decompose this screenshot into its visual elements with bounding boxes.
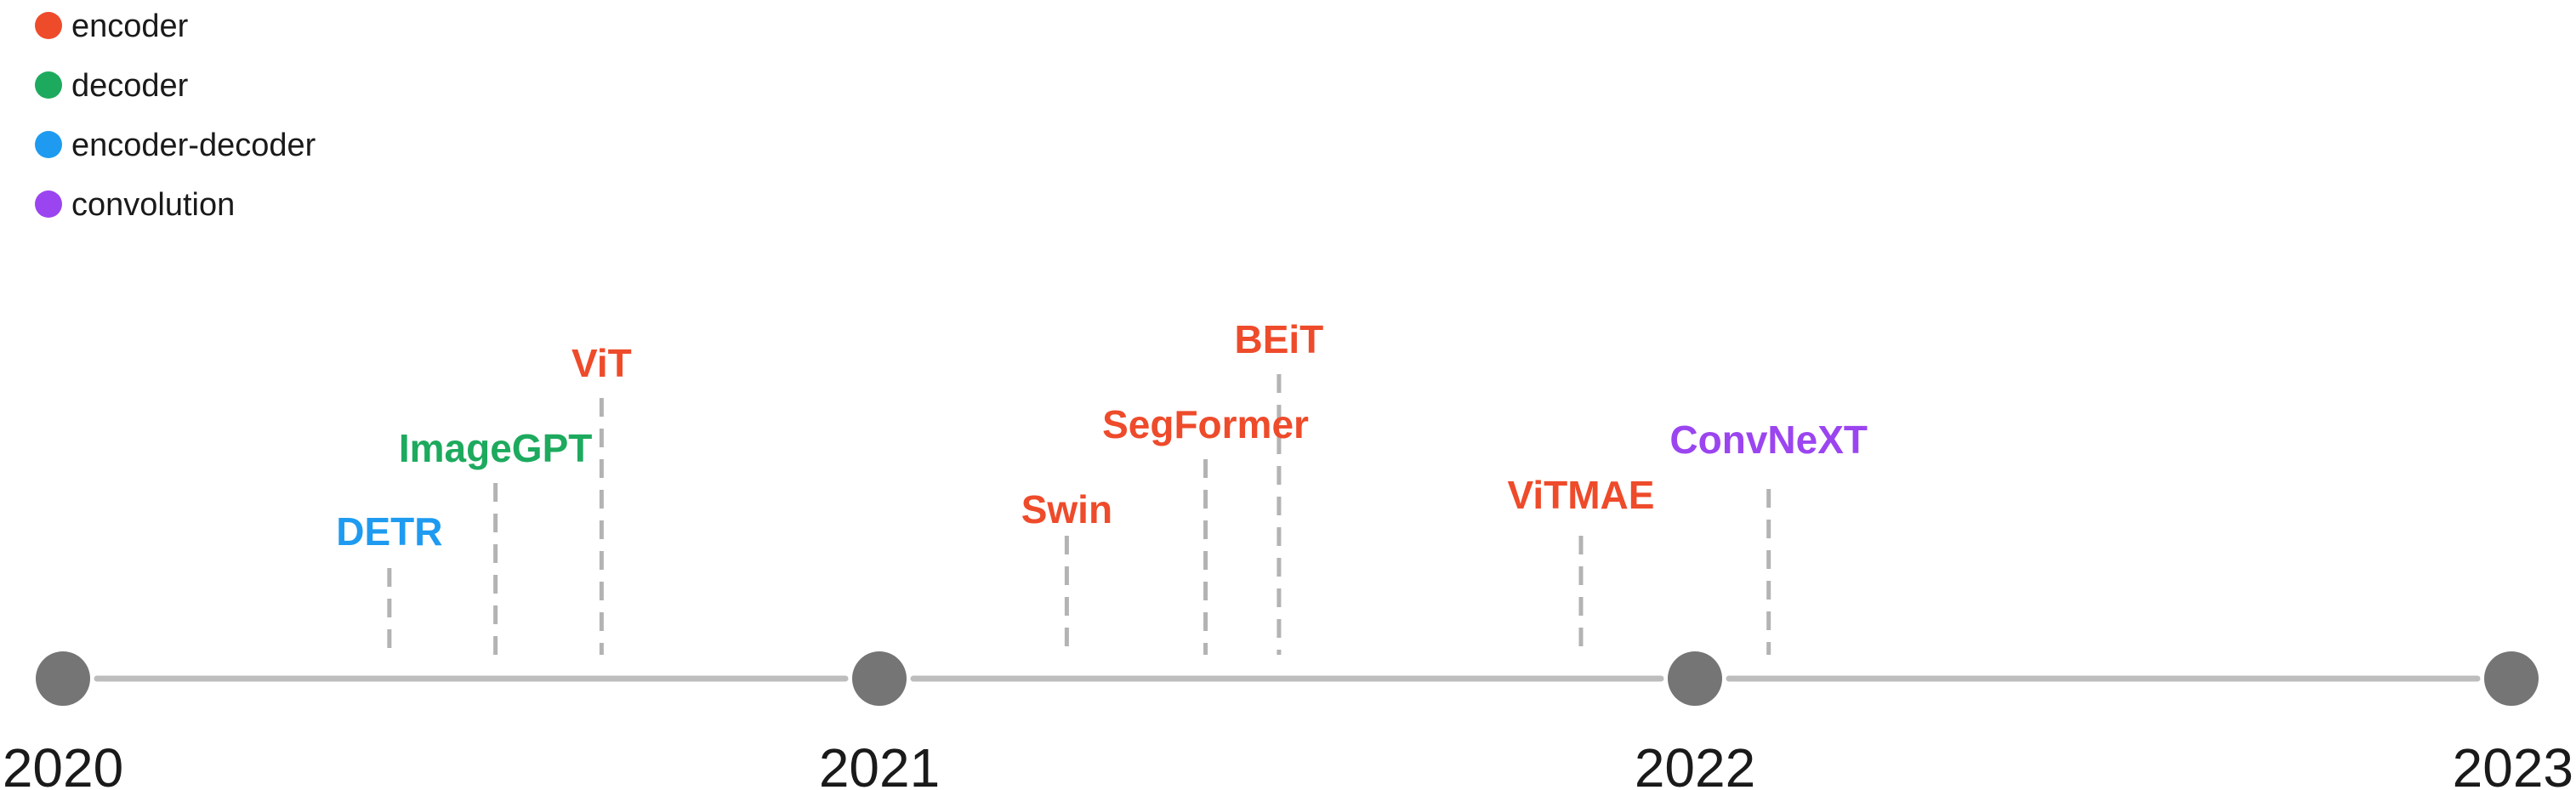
model-label-beit: BEiT — [1235, 317, 1324, 361]
year-label-2022: 2022 — [1635, 737, 1755, 790]
model-label-swin: Swin — [1021, 487, 1112, 531]
year-dot-2023 — [2484, 651, 2539, 706]
legend-label: encoder — [71, 9, 189, 44]
legend-item-convolution: convolution — [35, 187, 235, 223]
legend-item-encoder: encoder — [35, 9, 189, 44]
model-labels: DETR ImageGPT ViT Swin SegFormer BEiT ViTMAE Co… — [336, 317, 1868, 554]
legend-swatch — [35, 71, 62, 99]
model-stems — [387, 374, 1771, 655]
model-label-convnext: ConvNeXT — [1669, 418, 1868, 462]
year-label-2023: 2023 — [2453, 737, 2573, 790]
year-label-2021: 2021 — [819, 737, 940, 790]
model-label-vitmae: ViTMAE — [1508, 473, 1655, 517]
model-label-imagegpt: ImageGPT — [399, 426, 593, 470]
legend: encoder decoder encoder-decoder convolution — [35, 9, 316, 223]
model-label-detr: DETR — [336, 509, 442, 554]
year-markers — [36, 651, 2539, 706]
legend-item-decoder: decoder — [35, 68, 189, 104]
year-dot-2022 — [1668, 651, 1722, 706]
legend-label: decoder — [71, 68, 189, 104]
year-label-2020: 2020 — [3, 737, 123, 790]
legend-label: convolution — [71, 187, 235, 223]
legend-swatch — [35, 12, 62, 39]
legend-swatch — [35, 190, 62, 218]
year-labels: 2020 2021 2022 2023 — [3, 737, 2573, 790]
model-label-segformer: SegFormer — [1102, 402, 1309, 446]
legend-label: encoder-decoder — [71, 128, 316, 163]
year-dot-2021 — [852, 651, 907, 706]
legend-swatch — [35, 131, 62, 158]
legend-item-encoder-decoder: encoder-decoder — [35, 128, 316, 163]
year-dot-2020 — [36, 651, 90, 706]
model-label-vit: ViT — [571, 341, 632, 385]
